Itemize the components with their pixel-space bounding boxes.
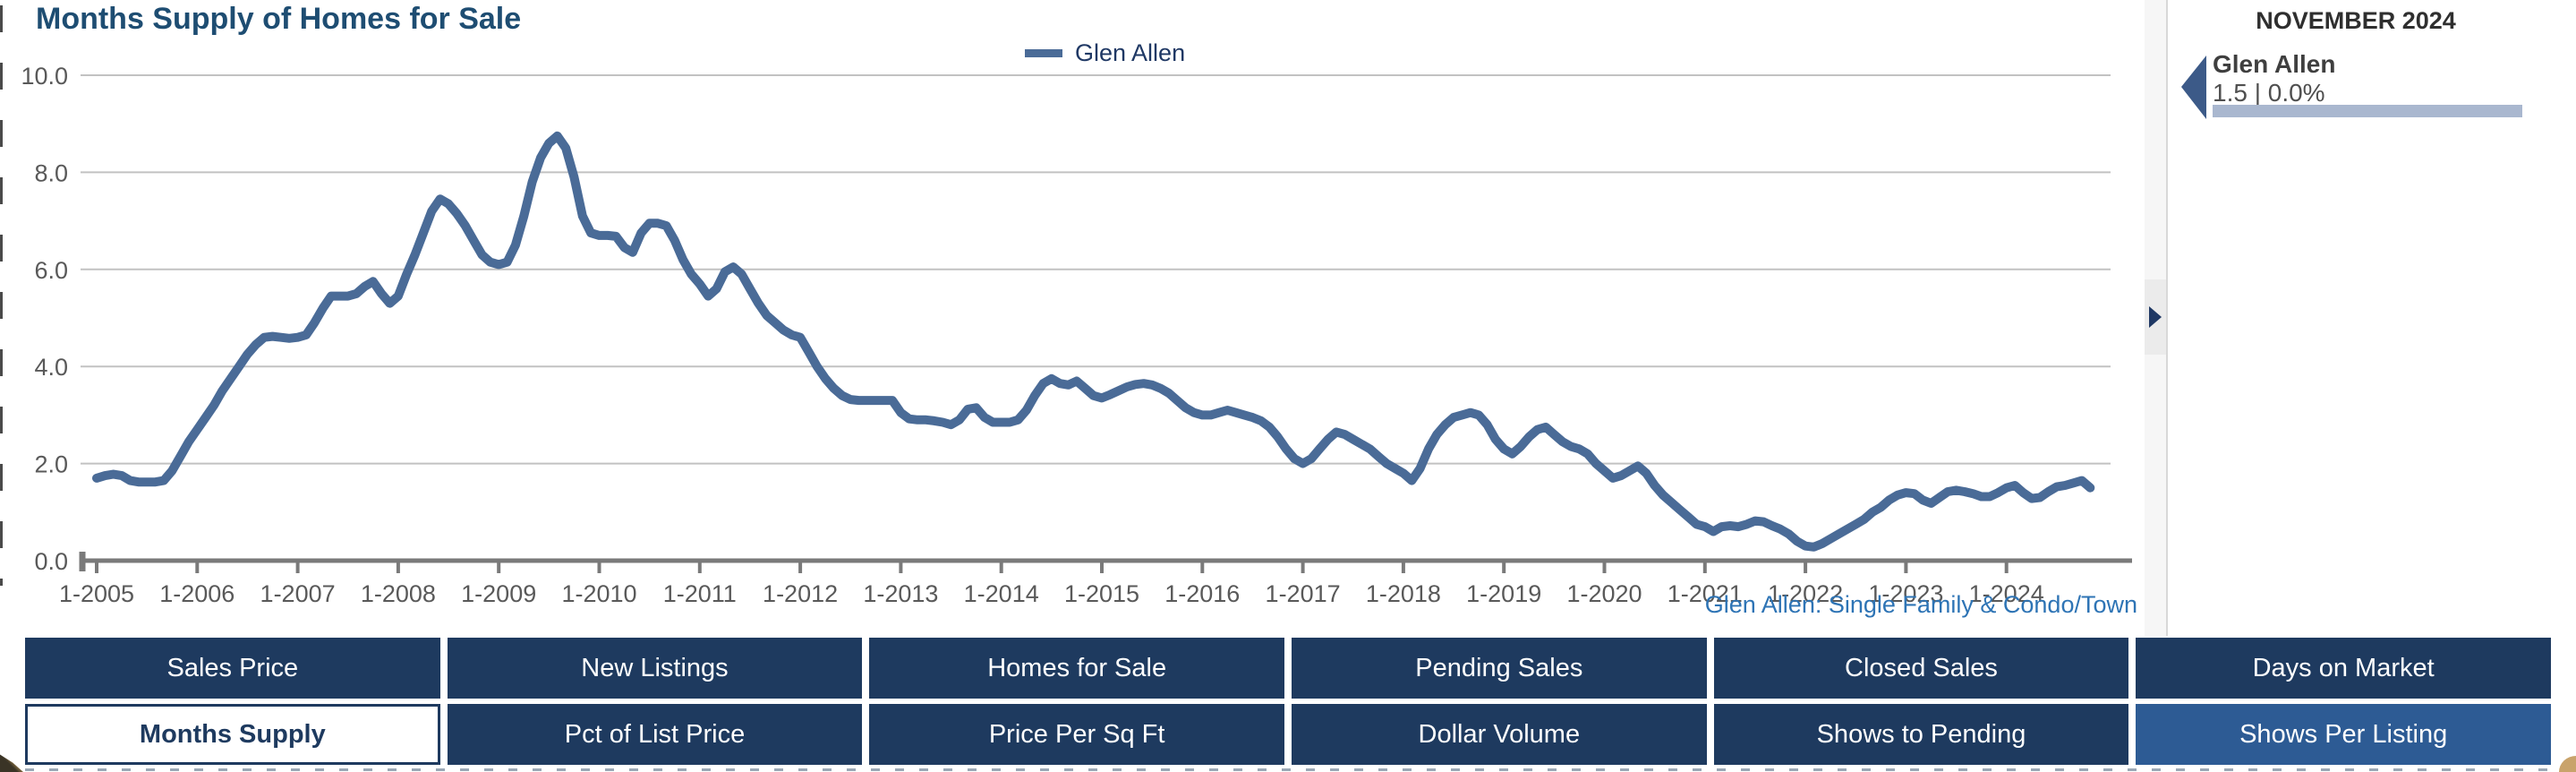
page-bottom-dotted-border (25, 768, 2551, 771)
svg-text:1-2019: 1-2019 (1466, 580, 1541, 607)
svg-text:10.0: 10.0 (21, 63, 68, 90)
svg-text:1-2021: 1-2021 (1668, 580, 1743, 607)
svg-text:1-2007: 1-2007 (260, 580, 336, 607)
svg-text:1-2014: 1-2014 (964, 580, 1039, 607)
svg-text:1-2020: 1-2020 (1566, 580, 1642, 607)
nav-tab-days-on-market[interactable]: Days on Market (2136, 638, 2551, 699)
svg-text:1-2011: 1-2011 (663, 580, 737, 607)
chart-footnote: Glen Allen: Single Family & Condo/Town (1704, 591, 2137, 618)
legend-label: Glen Allen (1075, 39, 1186, 66)
nav-tab-dollar-volume[interactable]: Dollar Volume (1291, 704, 1707, 765)
svg-text:1-2006: 1-2006 (159, 580, 235, 607)
nav-tab-months-supply[interactable]: Months Supply (25, 704, 440, 765)
sidebar-collapse-handle[interactable] (2145, 279, 2166, 355)
svg-text:1-2017: 1-2017 (1266, 580, 1341, 607)
chart-title: Months Supply of Homes for Sale (36, 2, 522, 36)
legend-line-marker-icon (1025, 49, 1062, 57)
svg-text:1-2009: 1-2009 (461, 580, 536, 607)
nav-tab-new-listings[interactable]: New Listings (447, 638, 863, 699)
svg-text:4.0: 4.0 (34, 354, 68, 381)
sidebar-divider (2166, 0, 2168, 636)
page-corner-artifact-right (2559, 756, 2576, 772)
nav-tab-shows-to-pending[interactable]: Shows to Pending (1713, 704, 2129, 765)
svg-text:6.0: 6.0 (34, 257, 68, 284)
entry-series-name: Glen Allen (2213, 50, 2336, 78)
svg-text:8.0: 8.0 (34, 159, 68, 186)
months-supply-line-chart: 10.0 8.0 6.0 4.0 2.0 0.0 1-2005 1-2006 1-2007 1-2… (21, 63, 2132, 607)
svg-text:1-2018: 1-2018 (1366, 580, 1441, 607)
svg-text:1-2016: 1-2016 (1164, 580, 1240, 607)
page-left-dotted-border (0, 5, 3, 586)
svg-text:1-2022: 1-2022 (1768, 580, 1843, 607)
svg-text:1-2008: 1-2008 (361, 580, 436, 607)
chart-legend: Glen Allen (1025, 39, 1185, 67)
chevron-right-icon (2149, 306, 2162, 328)
nav-tab-price-per-sq-ft[interactable]: Price Per Sq Ft (869, 704, 1284, 765)
sidebar-collapse-strip (2145, 0, 2166, 636)
sidebar-period-title: NOVEMBER 2024 (2256, 7, 2456, 34)
svg-text:1-2013: 1-2013 (863, 580, 938, 607)
nav-tab-closed-sales[interactable]: Closed Sales (1713, 638, 2129, 699)
svg-text:1-2012: 1-2012 (763, 580, 838, 607)
svg-text:1-2024: 1-2024 (1969, 580, 2044, 607)
svg-text:1-2023: 1-2023 (1868, 580, 1943, 607)
arrow-left-icon (2181, 56, 2206, 119)
svg-text:1-2005: 1-2005 (59, 580, 134, 607)
nav-tab-homes-for-sale[interactable]: Homes for Sale (869, 638, 1284, 699)
entry-value: 1.5 | 0.0% (2213, 79, 2325, 107)
sidebar-entry-glen-allen: Glen Allen 1.5 | 0.0% (2168, 47, 2576, 127)
nav-tab-pct-of-list-price[interactable]: Pct of List Price (447, 704, 863, 765)
svg-text:1-2010: 1-2010 (561, 580, 636, 607)
metric-nav: Sales Price New Listings Homes for Sale … (25, 638, 2551, 765)
svg-text:0.0: 0.0 (34, 548, 68, 575)
entry-bar (2213, 105, 2522, 117)
svg-text:2.0: 2.0 (34, 451, 68, 478)
page-corner-artifact-left (0, 754, 23, 772)
nav-tab-sales-price[interactable]: Sales Price (25, 638, 440, 699)
chart-panel: Months Supply of Homes for Sale Glen All… (21, 2, 2137, 618)
nav-tab-shows-per-listing[interactable]: Shows Per Listing (2136, 704, 2551, 765)
nav-tab-pending-sales[interactable]: Pending Sales (1291, 638, 1707, 699)
summary-sidebar: NOVEMBER 2024 Glen Allen 1.5 | 0.0% (2168, 0, 2576, 636)
svg-text:1-2015: 1-2015 (1064, 580, 1139, 607)
